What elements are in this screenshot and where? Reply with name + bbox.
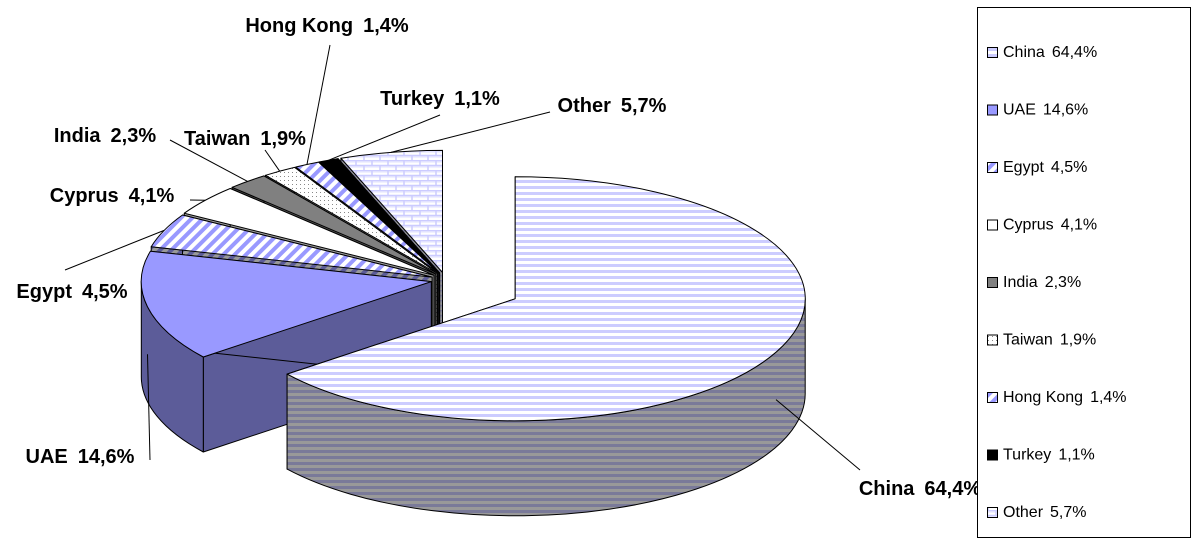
data-label: UAE 14,6%: [26, 446, 135, 468]
label-value: 5,7%: [621, 95, 667, 117]
legend: China 64,4% UAE 14,6% Egypt 4,5% Cyprus 4,1% Ind…: [977, 7, 1191, 538]
leader-line: [169, 139, 248, 182]
slice: [286, 176, 806, 422]
legend-swatch: [987, 104, 998, 116]
legend-value: 64,4%: [1052, 44, 1097, 61]
label-category: Taiwan: [184, 128, 250, 150]
legend-category: Egypt: [1003, 159, 1044, 176]
data-label: India 2,3%: [54, 125, 156, 147]
leader-line: [775, 399, 861, 471]
legend-category: Turkey: [1003, 447, 1051, 464]
slice: [319, 158, 441, 274]
legend-swatch: [987, 507, 998, 518]
label-value: 1,9%: [260, 128, 306, 150]
legend-label: India 2,3%: [1003, 274, 1081, 291]
legend-swatch: [987, 449, 998, 461]
legend-swatch: [987, 277, 998, 288]
slice-side-shade: [287, 298, 806, 516]
legend-swatch: [987, 219, 998, 231]
leader-line: [390, 111, 551, 153]
legend-label: Egypt 4,5%: [1003, 159, 1087, 176]
legend-value: 1,1%: [1058, 447, 1094, 464]
legend-box: [977, 7, 1191, 538]
data-label: Cyprus 4,1%: [50, 185, 175, 207]
slice: [295, 161, 440, 274]
slice: [140, 250, 432, 358]
label-value: 2,3%: [111, 125, 157, 147]
legend-category: China: [1003, 44, 1045, 61]
legend-label: China 64,4%: [1003, 44, 1097, 61]
legend-swatch: [987, 162, 998, 173]
legend-label: UAE 14,6%: [1003, 102, 1088, 119]
legend-label: Cyprus 4,1%: [1003, 217, 1097, 234]
legend-label: Turkey 1,1%: [1003, 447, 1095, 464]
legend-value: 2,3%: [1045, 274, 1081, 291]
leader-line: [64, 229, 165, 271]
legend-category: Hong Kong: [1003, 389, 1083, 406]
data-label: Egypt 4,5%: [16, 281, 127, 303]
legend-value: 1,9%: [1060, 332, 1096, 349]
legend-category: Other: [1003, 504, 1044, 521]
data-label: China 64,4%: [859, 478, 981, 500]
legend-value: 1,4%: [1090, 389, 1126, 406]
legend-category: UAE: [1003, 102, 1036, 119]
label-value: 4,1%: [129, 185, 175, 207]
label-category: Hong Kong: [245, 15, 353, 37]
legend-swatch: [987, 334, 998, 346]
legend-label: Taiwan 1,9%: [1003, 332, 1096, 349]
label-value: 1,1%: [454, 88, 500, 110]
legend-category: Taiwan: [1003, 332, 1053, 349]
label-category: Cyprus: [50, 185, 119, 207]
label-value: 14,6%: [78, 446, 135, 468]
legend-value: 14,6%: [1043, 102, 1088, 119]
pie-tops: [140, 149, 806, 422]
legend-label: Hong Kong 1,4%: [1003, 389, 1127, 406]
data-label: Taiwan 1,9%: [184, 128, 306, 150]
data-label: Other 5,7%: [558, 95, 667, 117]
leader-line: [147, 354, 151, 461]
data-labels: China 64,4% UAE 14,6% Egypt 4,5% Cyprus 4,1% Ind…: [16, 15, 981, 500]
leader-line: [328, 114, 441, 161]
legend-category: India: [1003, 274, 1038, 291]
label-category: UAE: [26, 446, 68, 468]
leader-line: [264, 149, 281, 172]
label-category: Egypt: [16, 281, 72, 303]
label-value: 1,4%: [363, 15, 409, 37]
label-category: Other: [558, 95, 612, 117]
label-category: China: [859, 478, 915, 500]
legend-swatch: [987, 47, 998, 58]
label-value: 64,4%: [924, 478, 981, 500]
legend-value: 4,5%: [1051, 159, 1087, 176]
leader-line: [306, 44, 331, 165]
slice-side-shade: [141, 281, 204, 452]
label-value: 4,5%: [82, 281, 128, 303]
slice: [150, 214, 433, 278]
slice: [340, 149, 443, 273]
legend-label: Other 5,7%: [1003, 504, 1086, 521]
label-category: Turkey: [380, 88, 445, 110]
legend-value: 4,1%: [1061, 217, 1097, 234]
data-label: Turkey 1,1%: [380, 88, 500, 110]
legend-value: 5,7%: [1050, 504, 1086, 521]
legend-category: Cyprus: [1003, 217, 1054, 234]
legend-swatch: [987, 392, 998, 403]
data-label: Hong Kong 1,4%: [245, 15, 409, 37]
label-category: India: [54, 125, 102, 147]
